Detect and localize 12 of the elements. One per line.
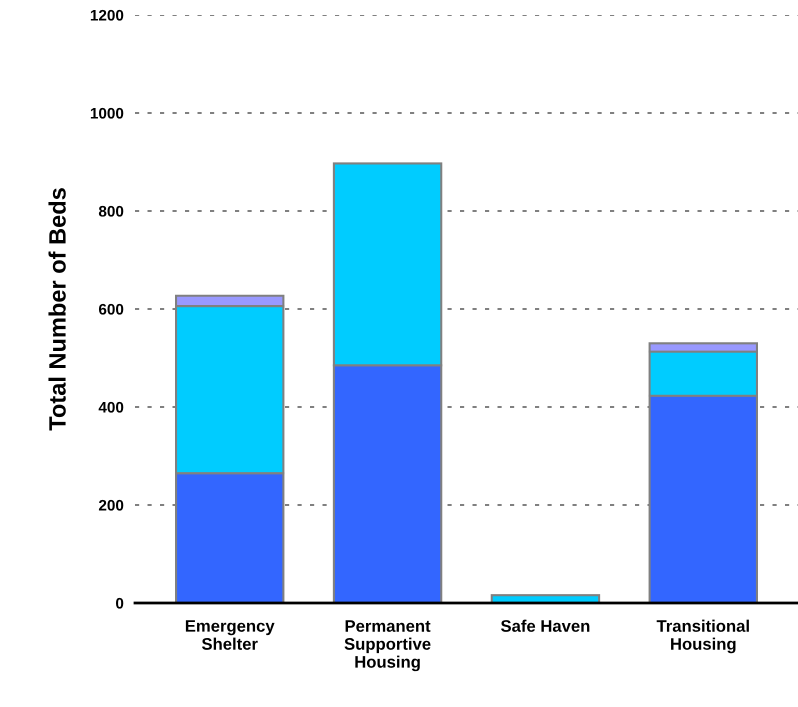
- y-tick-label: 800: [98, 206, 124, 217]
- y-tick-label: 1200: [90, 10, 124, 21]
- y-tick-label: 1000: [90, 108, 124, 119]
- x-tick-label: Permanent Supportive Housing: [344, 620, 431, 672]
- x-tick-label: Emergency Shelter: [186, 620, 275, 650]
- y-tick-label: 0: [116, 598, 124, 609]
- y-tick-label: 600: [98, 304, 124, 315]
- y-tick-label: 400: [98, 402, 124, 413]
- y-axis-title: Total Number of Beds: [48, 188, 66, 431]
- x-tick-label: Safe Haven: [500, 620, 590, 632]
- x-tick-label: Transitional Housing: [656, 620, 749, 654]
- y-tick-label: 200: [98, 500, 124, 511]
